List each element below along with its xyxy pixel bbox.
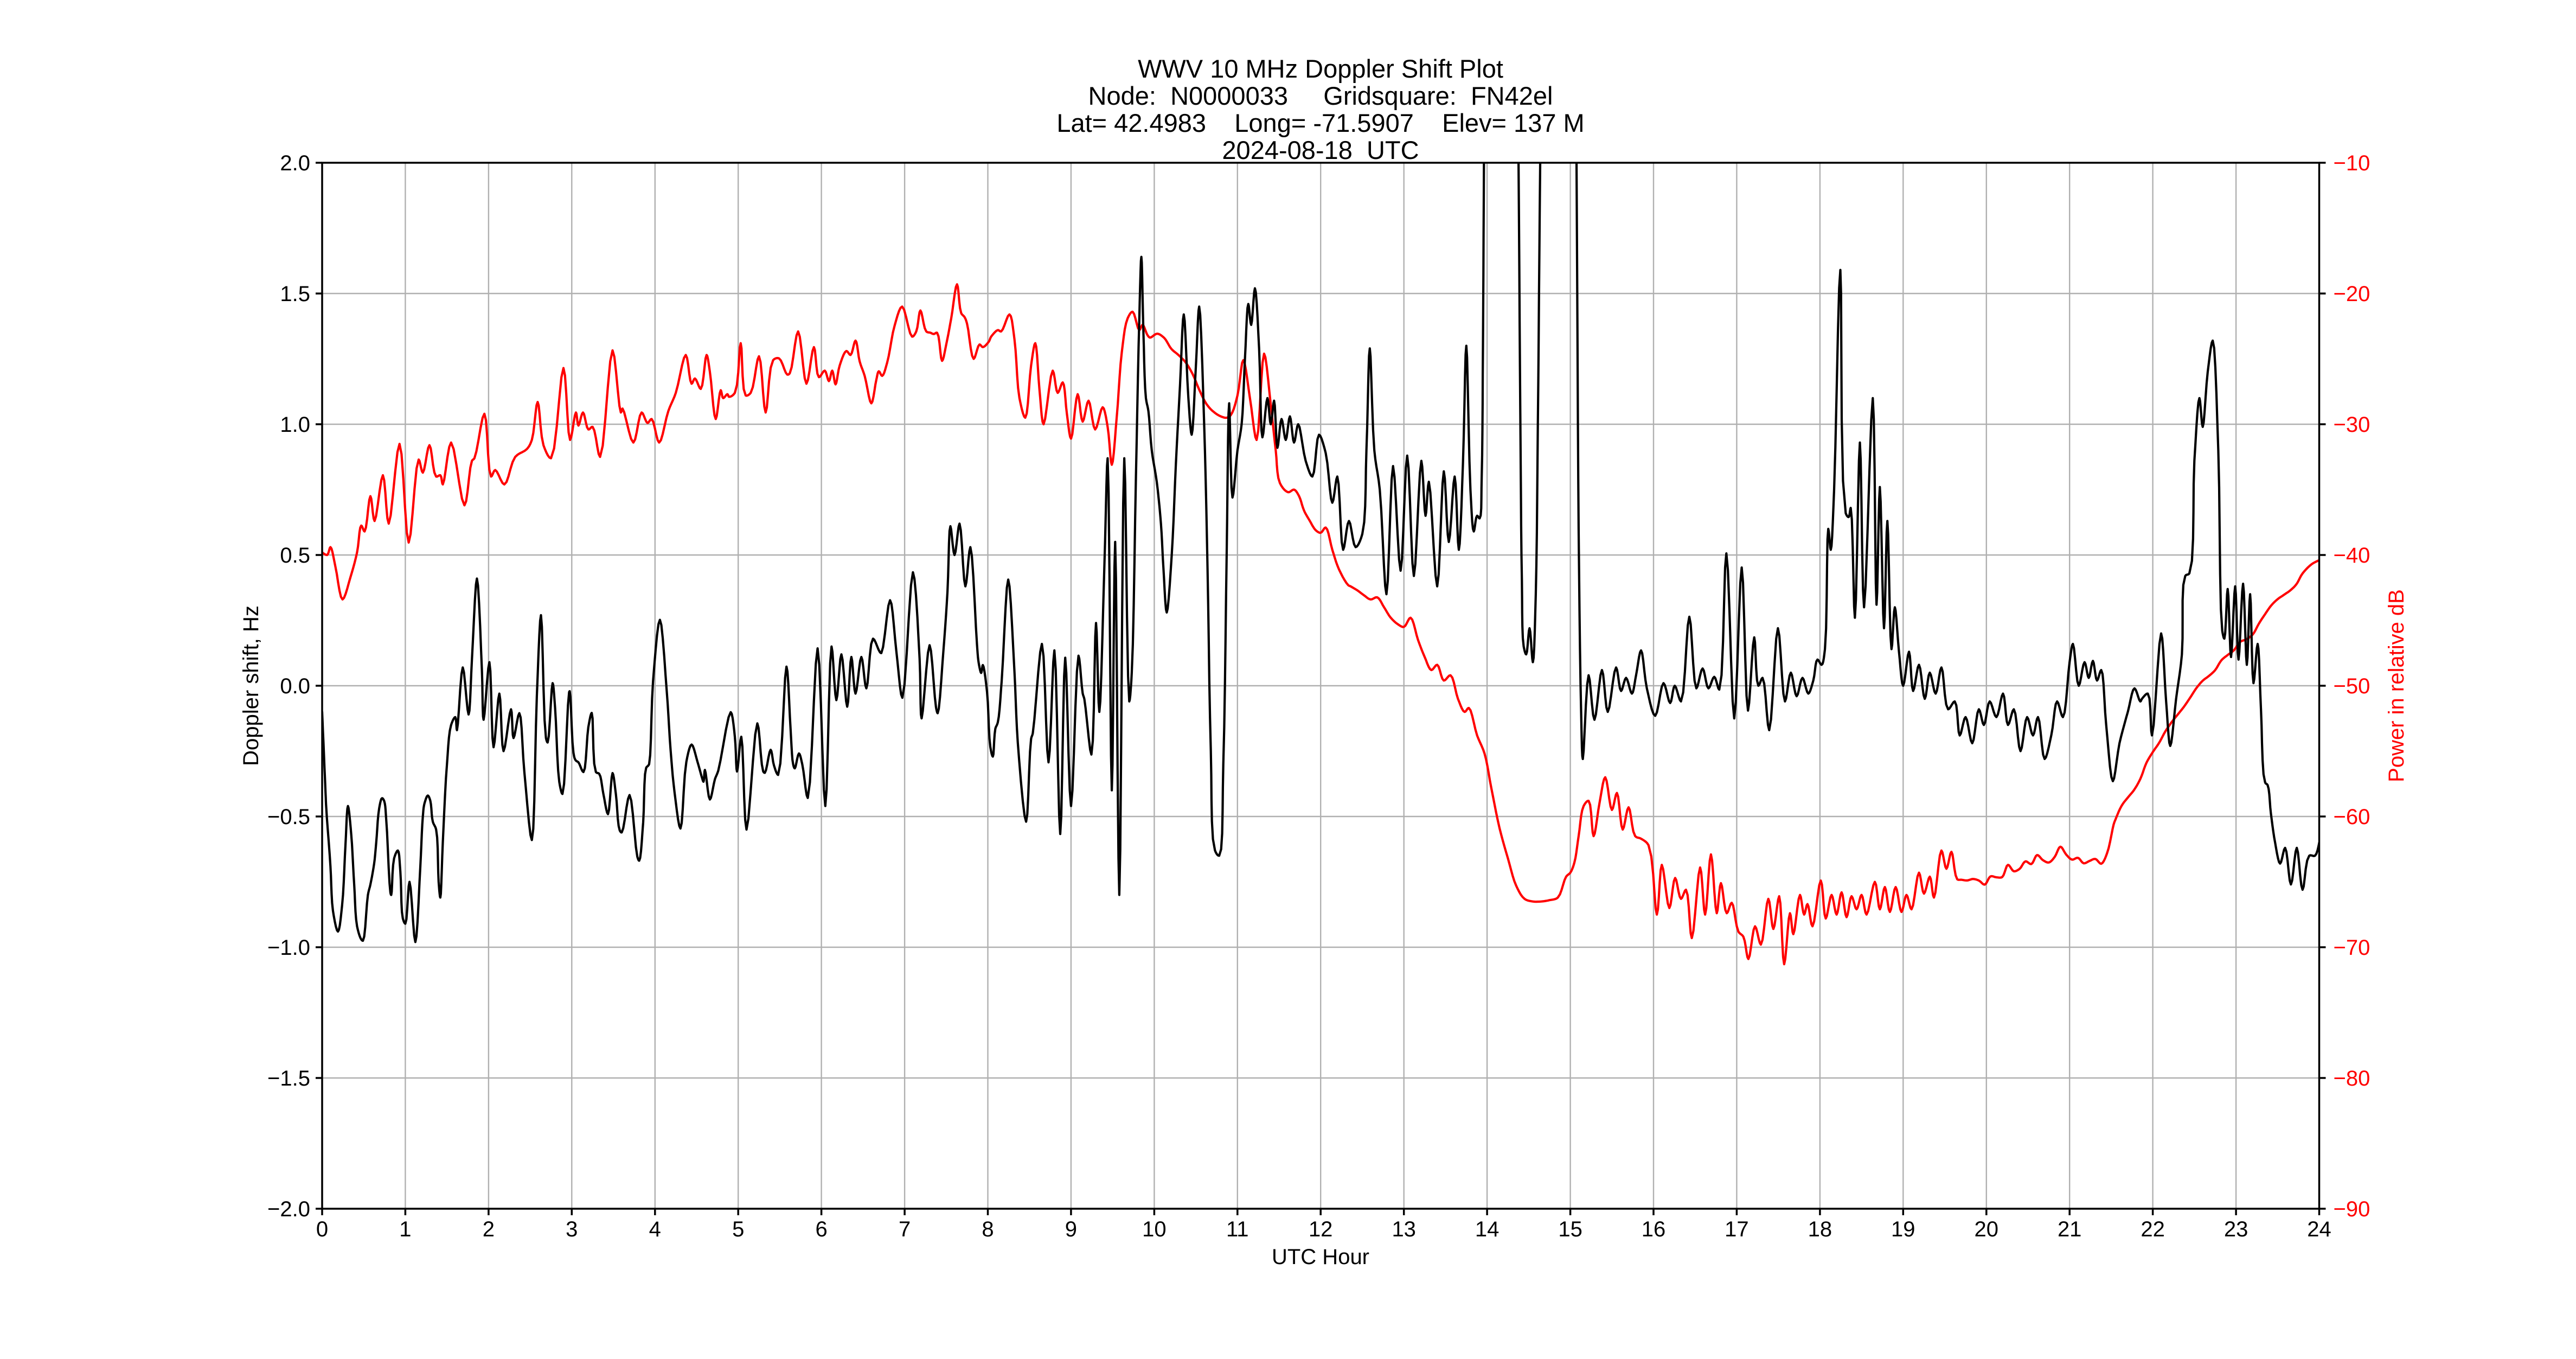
svg-text:21: 21	[2058, 1217, 2082, 1241]
svg-text:0.5: 0.5	[280, 544, 310, 567]
svg-text:−70: −70	[2334, 936, 2370, 960]
svg-text:0.0: 0.0	[280, 674, 310, 698]
svg-text:−90: −90	[2334, 1197, 2370, 1221]
svg-text:9: 9	[1065, 1217, 1077, 1241]
svg-text:−30: −30	[2334, 413, 2370, 437]
svg-text:Node: N0000033 Gridsquare: Node: N0000033 Gridsquare: FN42el	[1088, 81, 1553, 110]
svg-text:−60: −60	[2334, 805, 2370, 829]
svg-text:12: 12	[1309, 1217, 1333, 1241]
svg-text:19: 19	[1891, 1217, 1915, 1241]
svg-text:1.5: 1.5	[280, 282, 310, 306]
svg-text:1: 1	[399, 1217, 411, 1241]
svg-text:17: 17	[1725, 1217, 1749, 1241]
svg-text:6: 6	[815, 1217, 827, 1241]
svg-text:−2.0: −2.0	[267, 1197, 310, 1221]
svg-text:−40: −40	[2334, 544, 2370, 567]
svg-text:22: 22	[2141, 1217, 2165, 1241]
svg-text:7: 7	[899, 1217, 911, 1241]
svg-text:16: 16	[1642, 1217, 1666, 1241]
svg-text:Doppler shift, Hz: Doppler shift, Hz	[239, 605, 263, 766]
svg-text:24: 24	[2307, 1217, 2331, 1241]
svg-text:2024-08-18 UTC: 2024-08-18 UTC	[1222, 136, 1419, 164]
svg-text:UTC Hour: UTC Hour	[1272, 1245, 1369, 1269]
svg-text:−80: −80	[2334, 1067, 2370, 1090]
svg-text:WWV 10 MHz Doppler Shift Plot: WWV 10 MHz Doppler Shift Plot	[1138, 54, 1503, 83]
svg-text:Lat= 42.4983 Long= -71.5907: Lat= 42.4983 Long= -71.5907 Elev= 137 M	[1056, 109, 1584, 137]
svg-text:1.0: 1.0	[280, 413, 310, 437]
svg-text:0: 0	[316, 1217, 328, 1241]
svg-text:−20: −20	[2334, 282, 2370, 306]
svg-text:18: 18	[1808, 1217, 1832, 1241]
svg-text:−10: −10	[2334, 151, 2370, 175]
svg-text:15: 15	[1558, 1217, 1582, 1241]
svg-text:8: 8	[982, 1217, 994, 1241]
svg-text:3: 3	[566, 1217, 578, 1241]
svg-text:−50: −50	[2334, 674, 2370, 698]
svg-text:10: 10	[1142, 1217, 1167, 1241]
svg-text:−1.0: −1.0	[267, 936, 310, 960]
svg-text:4: 4	[649, 1217, 661, 1241]
svg-text:2: 2	[483, 1217, 495, 1241]
svg-text:11: 11	[1226, 1217, 1249, 1241]
svg-text:23: 23	[2224, 1217, 2248, 1241]
svg-text:14: 14	[1475, 1217, 1500, 1241]
svg-text:−0.5: −0.5	[267, 805, 310, 829]
svg-text:2.0: 2.0	[280, 151, 310, 175]
svg-text:Power in relative dB: Power in relative dB	[2385, 589, 2408, 782]
svg-text:5: 5	[732, 1217, 744, 1241]
svg-text:−1.5: −1.5	[267, 1067, 310, 1090]
svg-text:20: 20	[1975, 1217, 1999, 1241]
svg-text:13: 13	[1392, 1217, 1416, 1241]
